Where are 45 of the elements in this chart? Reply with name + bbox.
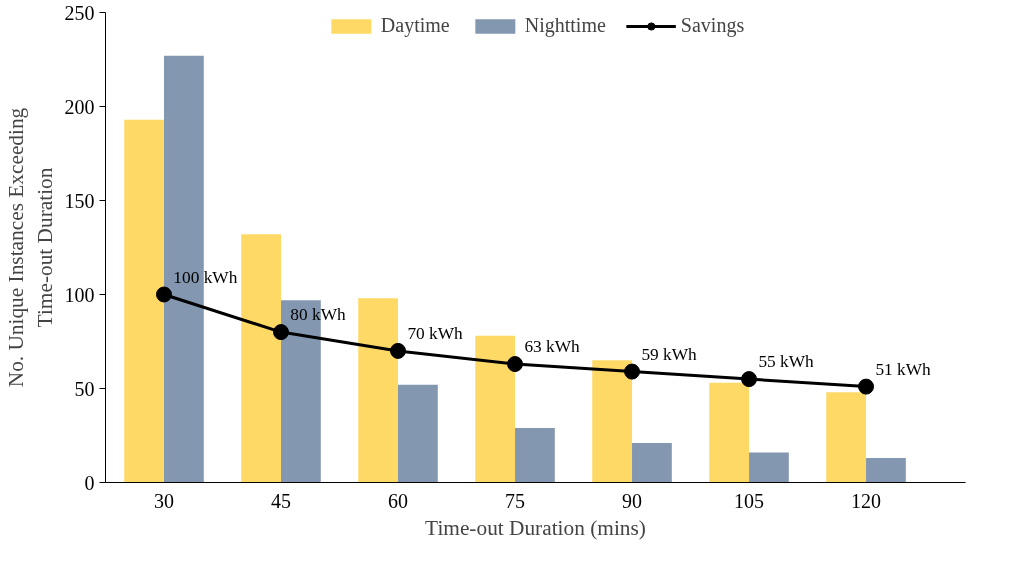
bar [515, 427, 555, 483]
y-tick-label: 200 [64, 95, 95, 118]
bar [592, 360, 633, 483]
bar [241, 234, 282, 483]
y-tick-label: 150 [64, 189, 95, 212]
data-label: 51 kWh [875, 359, 932, 379]
x-tick-label: 60 [388, 489, 409, 512]
point [858, 378, 875, 395]
bar [866, 458, 906, 483]
x-axis-title: Time-out Duration (mins) [425, 515, 646, 540]
data-label: 55 kWh [758, 352, 815, 372]
point [507, 356, 524, 373]
y-tick-label: 100 [64, 283, 95, 306]
x-tick-label: 30 [154, 489, 174, 512]
x-tick-label: 90 [622, 489, 643, 512]
bar [475, 335, 516, 483]
legend-label: Nighttime [524, 14, 606, 37]
x-tick-label: 120 [851, 489, 882, 512]
bar [358, 298, 399, 483]
data-label: 100 kWh [173, 267, 238, 287]
bar [826, 392, 867, 483]
data-label: 70 kWh [407, 323, 464, 343]
bar [164, 55, 204, 483]
y-tick-label: 0 [84, 471, 95, 494]
x-tick-label: 45 [271, 489, 292, 512]
y-tick-label: 250 [64, 1, 95, 24]
data-label: 59 kWh [641, 344, 698, 364]
legend-label: Daytime [380, 14, 450, 37]
bar [749, 452, 789, 483]
point [390, 342, 407, 359]
data-label: 80 kWh [290, 305, 347, 325]
point [624, 363, 641, 380]
legend-label: Savings [680, 14, 745, 37]
data-label: 63 kWh [524, 337, 581, 357]
bar [398, 384, 438, 483]
point [273, 324, 290, 341]
y-axis-title: No. Unique Instances Exceeding Time-out Duration [3, 107, 57, 388]
y-tick-label: 50 [74, 377, 95, 400]
bar [709, 382, 750, 483]
bar [632, 443, 672, 483]
point [741, 371, 758, 388]
x-tick-label: 105 [734, 489, 765, 512]
bar [124, 119, 164, 483]
point [156, 286, 172, 303]
x-tick-label: 75 [505, 489, 526, 512]
